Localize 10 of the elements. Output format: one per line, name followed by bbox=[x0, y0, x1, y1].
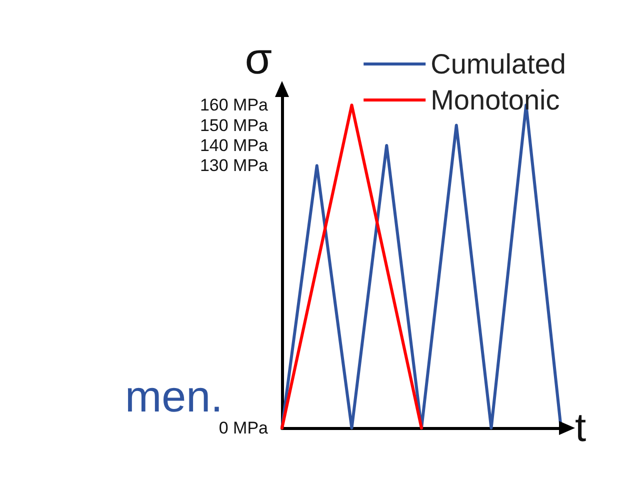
x-axis-title: t bbox=[575, 406, 586, 450]
y-tick-label: 130 MPa bbox=[200, 156, 269, 176]
y-tick-label: 140 MPa bbox=[200, 136, 269, 155]
legend-label: Monotonic bbox=[430, 84, 560, 116]
y-tick-label: 150 MPa bbox=[200, 116, 269, 135]
y-tick-label: 160 MPa bbox=[200, 96, 269, 115]
legend-label: Cumulated bbox=[430, 48, 566, 80]
y-tick-label: 0 MPa bbox=[218, 418, 269, 438]
text: men. bbox=[125, 372, 223, 422]
y-axis-title: σ bbox=[244, 34, 272, 84]
